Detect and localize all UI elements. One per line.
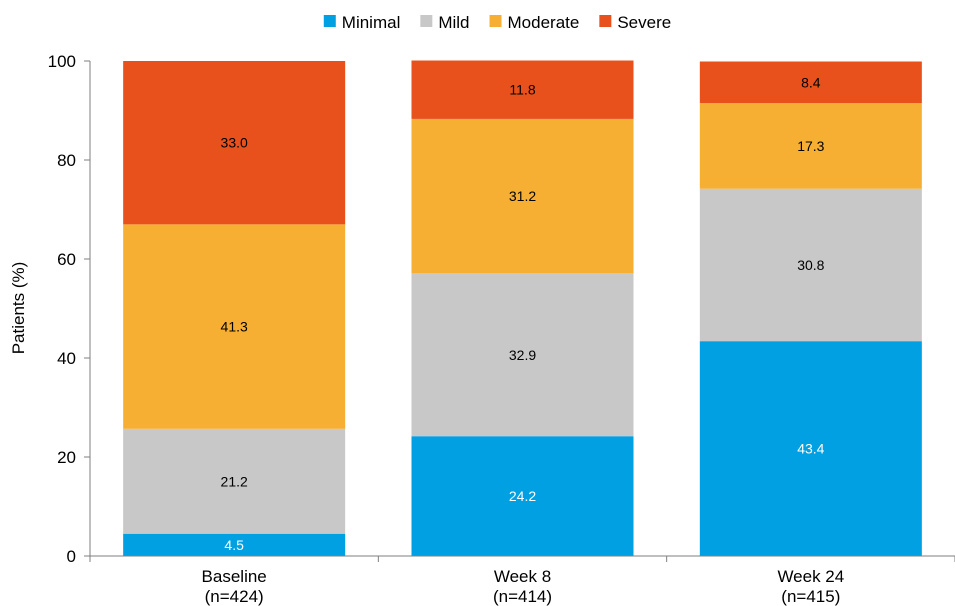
legend-label-moderate: Moderate xyxy=(508,13,580,32)
legend-label-mild: Mild xyxy=(438,13,469,32)
x-tick-label: Baseline xyxy=(202,567,267,586)
bar-minimal-1 xyxy=(123,533,346,556)
y-axis-label: Patients (%) xyxy=(9,262,28,355)
data-label-mild-3: 30.8 xyxy=(797,257,824,273)
legend-label-minimal: Minimal xyxy=(342,13,401,32)
legend-swatch-severe xyxy=(599,15,612,27)
data-label-severe-1: 33.0 xyxy=(221,135,248,151)
data-label-severe-3: 8.4 xyxy=(801,74,821,90)
bar-mild-2 xyxy=(411,273,634,437)
axes-group: 0 20 40 60 80 100 Baseline(n=424) Week 8(n=414)… xyxy=(48,52,955,606)
bar-moderate-1 xyxy=(123,224,346,429)
x-tick-sublabel: (n=415) xyxy=(781,587,840,606)
data-label-moderate-3: 17.3 xyxy=(797,138,824,154)
y-tick-label: 40 xyxy=(57,349,76,368)
y-tick-label: 0 xyxy=(67,547,76,566)
bars-group: 4.5 21.2 41.3 33.0 24.2 32.9 31.2 11.8 43.4 30.8 1… xyxy=(123,60,922,556)
data-label-severe-2: 11.8 xyxy=(509,82,535,98)
y-tick-label: 100 xyxy=(48,52,76,71)
bar-moderate-3 xyxy=(699,103,922,189)
x-tick-sublabel: (n=424) xyxy=(205,587,264,606)
bar-minimal-2 xyxy=(411,436,634,556)
bar-severe-1 xyxy=(123,61,346,225)
data-label-minimal-1: 4.5 xyxy=(224,537,244,553)
data-label-moderate-2: 31.2 xyxy=(509,188,536,204)
bar-minimal-3 xyxy=(699,341,922,556)
bar-severe-2 xyxy=(411,60,634,119)
x-tick-sublabel: (n=414) xyxy=(493,587,552,606)
legend-swatch-minimal xyxy=(323,15,336,27)
x-tick-label: Week 24 xyxy=(777,567,844,586)
bar-severe-3 xyxy=(699,61,922,104)
y-tick-label: 20 xyxy=(57,448,76,467)
legend-swatch-moderate xyxy=(489,15,502,27)
legend-label-severe: Severe xyxy=(617,13,671,32)
legend-swatch-mild xyxy=(420,15,433,27)
y-tick-label: 60 xyxy=(57,250,76,269)
y-tick-label: 80 xyxy=(57,151,76,170)
data-label-mild-2: 32.9 xyxy=(509,347,536,363)
x-tick-label: Week 8 xyxy=(494,567,551,586)
data-label-moderate-1: 41.3 xyxy=(221,319,248,335)
bar-moderate-2 xyxy=(411,118,634,274)
bar-mild-1 xyxy=(123,428,346,534)
bar-mild-3 xyxy=(699,188,922,342)
legend: Minimal Mild Moderate Severe xyxy=(323,13,671,32)
data-label-minimal-2: 24.2 xyxy=(509,488,536,504)
data-label-mild-1: 21.2 xyxy=(221,473,248,489)
data-label-minimal-3: 43.4 xyxy=(797,441,824,457)
